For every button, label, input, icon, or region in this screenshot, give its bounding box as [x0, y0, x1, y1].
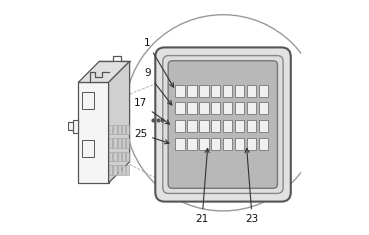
Bar — [109, 165, 112, 175]
FancyBboxPatch shape — [247, 85, 256, 97]
Bar — [114, 125, 117, 134]
FancyBboxPatch shape — [223, 102, 232, 114]
FancyBboxPatch shape — [259, 102, 268, 114]
Bar — [118, 125, 121, 134]
Bar — [118, 138, 121, 148]
FancyBboxPatch shape — [235, 138, 244, 150]
FancyBboxPatch shape — [235, 85, 244, 97]
Bar — [114, 152, 117, 161]
FancyBboxPatch shape — [247, 138, 256, 150]
Bar — [118, 152, 121, 161]
Bar — [109, 138, 112, 148]
FancyBboxPatch shape — [223, 85, 232, 97]
FancyBboxPatch shape — [211, 102, 220, 114]
Bar — [122, 152, 125, 161]
FancyBboxPatch shape — [259, 138, 268, 150]
Text: 25: 25 — [134, 129, 169, 144]
FancyBboxPatch shape — [247, 102, 256, 114]
FancyBboxPatch shape — [187, 85, 197, 97]
Text: 17: 17 — [134, 98, 169, 124]
FancyBboxPatch shape — [199, 85, 208, 97]
FancyBboxPatch shape — [199, 102, 208, 114]
FancyBboxPatch shape — [163, 56, 283, 193]
Polygon shape — [68, 122, 73, 130]
Bar — [82, 140, 94, 157]
Polygon shape — [73, 120, 78, 133]
FancyBboxPatch shape — [187, 138, 197, 150]
Polygon shape — [78, 82, 108, 183]
Bar — [126, 165, 129, 175]
FancyBboxPatch shape — [175, 85, 185, 97]
FancyBboxPatch shape — [235, 120, 244, 133]
Text: 21: 21 — [196, 148, 209, 224]
FancyBboxPatch shape — [168, 61, 277, 188]
Bar — [122, 125, 125, 134]
Bar — [126, 138, 129, 148]
FancyBboxPatch shape — [223, 138, 232, 150]
FancyBboxPatch shape — [187, 120, 197, 133]
Bar — [126, 125, 129, 134]
FancyBboxPatch shape — [247, 120, 256, 133]
Polygon shape — [78, 61, 130, 82]
Text: 1: 1 — [144, 38, 173, 87]
FancyBboxPatch shape — [259, 120, 268, 133]
FancyBboxPatch shape — [199, 120, 208, 133]
Bar — [126, 152, 129, 161]
FancyBboxPatch shape — [199, 138, 208, 150]
Text: 23: 23 — [245, 148, 259, 224]
Bar — [118, 165, 121, 175]
FancyBboxPatch shape — [235, 102, 244, 114]
Text: 9: 9 — [144, 68, 172, 105]
Bar — [122, 165, 125, 175]
Bar — [109, 125, 112, 134]
Bar — [109, 152, 112, 161]
Polygon shape — [108, 61, 130, 183]
FancyBboxPatch shape — [259, 85, 268, 97]
Bar — [122, 138, 125, 148]
FancyBboxPatch shape — [175, 120, 185, 133]
Bar — [114, 138, 117, 148]
Bar — [82, 92, 94, 109]
FancyBboxPatch shape — [211, 85, 220, 97]
Bar — [114, 165, 117, 175]
FancyBboxPatch shape — [155, 47, 291, 202]
FancyBboxPatch shape — [211, 120, 220, 133]
FancyBboxPatch shape — [211, 138, 220, 150]
FancyBboxPatch shape — [187, 102, 197, 114]
FancyBboxPatch shape — [175, 102, 185, 114]
FancyBboxPatch shape — [175, 138, 185, 150]
FancyBboxPatch shape — [223, 120, 232, 133]
